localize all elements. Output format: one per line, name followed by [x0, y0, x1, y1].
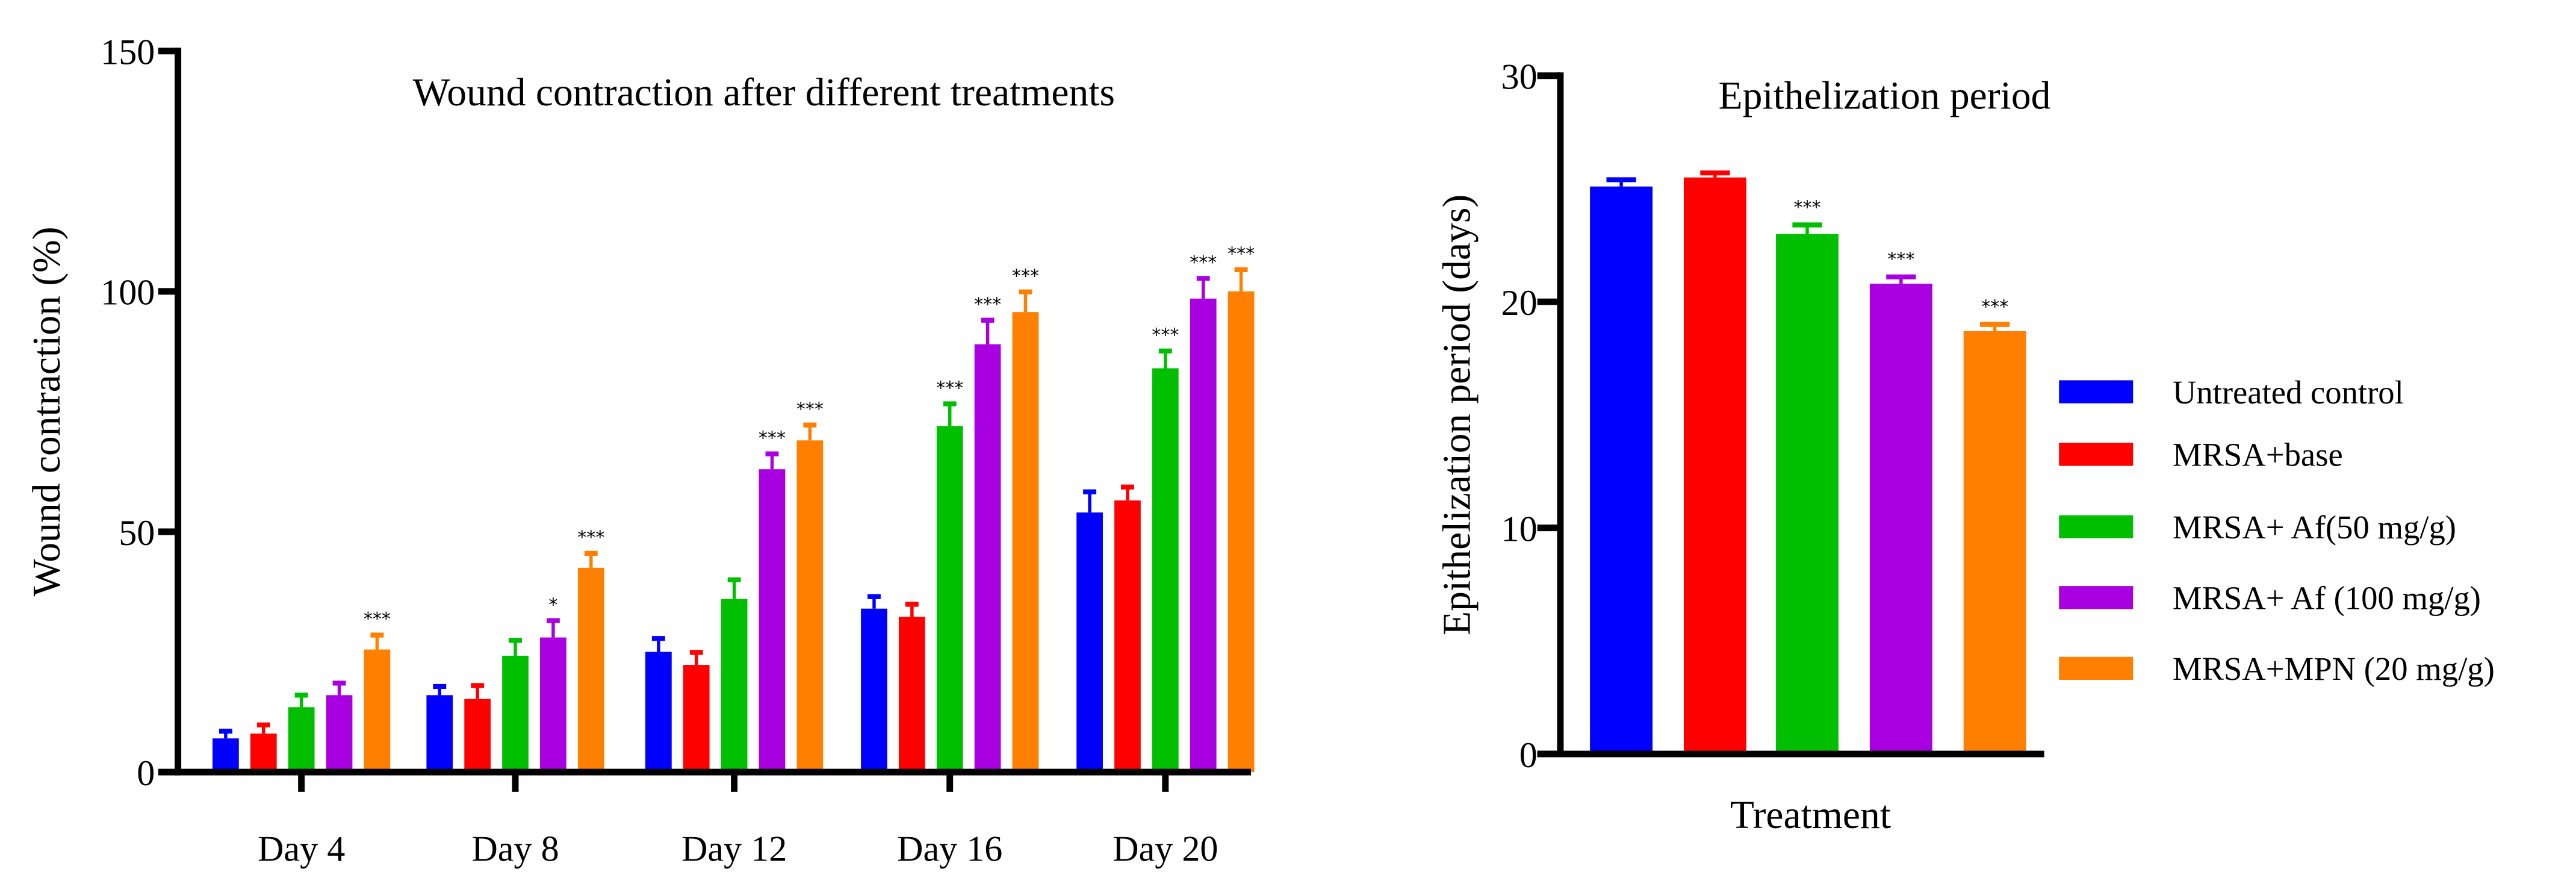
y-axis-label: Wound contraction (%): [25, 226, 69, 596]
bar: [936, 426, 963, 773]
wound-contraction-chart: Wound contraction after different treatm…: [25, 33, 1255, 870]
bar: [759, 469, 786, 773]
significance-label: ***: [1227, 244, 1255, 265]
x-tick-label: Day 16: [897, 829, 1002, 870]
bar: [464, 699, 491, 773]
bar: [1227, 291, 1255, 773]
bar: [1152, 368, 1179, 773]
significance-label: ***: [1887, 249, 1914, 270]
bar: [1190, 298, 1217, 773]
significance-label: ***: [974, 294, 1001, 315]
bar: [577, 567, 604, 773]
bar: [1590, 186, 1653, 755]
epithelization-chart: Epithelization period Epithelization per…: [1436, 57, 2495, 837]
x-tick-label: Day 8: [471, 829, 559, 870]
bar: [645, 652, 672, 773]
legend-swatch: [2059, 656, 2134, 680]
legend-swatch: [2059, 380, 2134, 403]
bar: [974, 344, 1001, 773]
bar: [1869, 284, 1932, 755]
x-tick-label: Day 20: [1113, 829, 1218, 870]
significance-label: ***: [1981, 297, 2008, 318]
bar: [426, 695, 453, 773]
chart-title: Epithelization period: [1719, 74, 2051, 117]
y-tick-label: 50: [119, 513, 155, 553]
x-axis-label: Treatment: [1730, 794, 1891, 837]
legend-label: MRSA+base: [2173, 437, 2343, 473]
y-axis-label: Epithelization period (days): [1436, 195, 1479, 635]
bar: [1963, 331, 2026, 755]
x-tick-label: Day 4: [258, 829, 345, 870]
significance-label: ***: [759, 428, 786, 449]
bar: [540, 637, 566, 773]
significance-label: ***: [936, 378, 963, 399]
bar: [1076, 512, 1103, 773]
legend-label: MRSA+ Af (100 mg/g): [2173, 579, 2481, 616]
bar: [683, 665, 710, 773]
significance-label: ***: [1793, 197, 1820, 218]
significance-label: ***: [1190, 252, 1217, 273]
chart-title: Wound contraction after different treatm…: [413, 71, 1115, 114]
legend-label: Untreated control: [2173, 374, 2404, 411]
y-tick-label: 0: [137, 753, 155, 794]
significance-label: ***: [796, 399, 824, 420]
y-tick-label: 10: [1501, 509, 1538, 549]
significance-label: ***: [1012, 266, 1039, 287]
x-tick-label: Day 12: [681, 829, 787, 870]
bar: [326, 695, 353, 773]
y-tick-label: 0: [1519, 735, 1538, 776]
y-tick-label: 20: [1501, 283, 1538, 323]
bar: [898, 617, 925, 773]
bar: [1012, 312, 1039, 773]
bar: [1114, 500, 1141, 773]
bar: [288, 707, 315, 773]
bar: [721, 599, 748, 773]
legend-swatch: [2059, 515, 2134, 538]
significance-label: *: [548, 594, 557, 615]
legend-swatch: [2059, 443, 2134, 466]
bar: [364, 649, 391, 773]
legend-label: MRSA+ Af(50 mg/g): [2173, 509, 2456, 546]
bar: [213, 738, 239, 773]
bar: [796, 440, 824, 773]
significance-label: ***: [364, 609, 391, 630]
y-tick-label: 100: [101, 273, 155, 313]
bar: [1776, 234, 1839, 755]
significance-label: ***: [577, 528, 604, 549]
legend-swatch: [2059, 586, 2134, 609]
significance-label: ***: [1152, 325, 1179, 346]
bar: [502, 655, 529, 773]
y-tick-label: 30: [1501, 57, 1538, 98]
legend-label: MRSA+MPN (20 mg/g): [2173, 650, 2495, 687]
bar: [1683, 177, 1746, 755]
bar: [250, 733, 277, 773]
bar: [861, 608, 887, 773]
y-tick-label: 150: [101, 33, 155, 73]
